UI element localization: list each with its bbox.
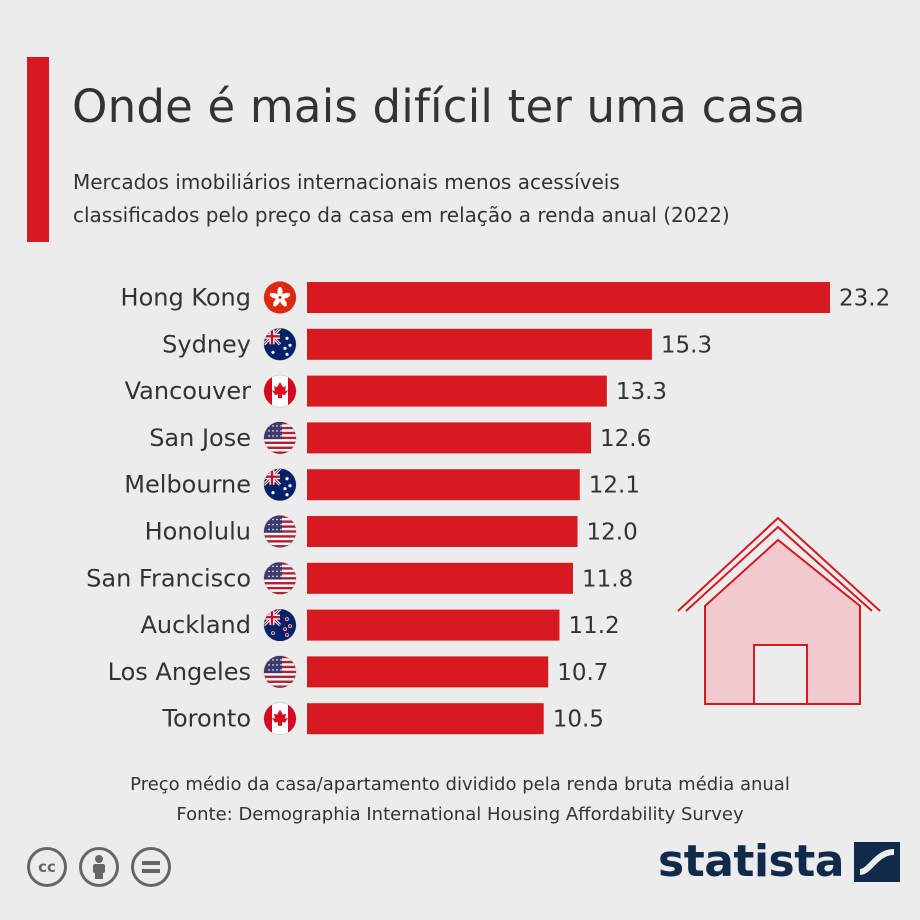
bar <box>307 562 574 594</box>
bar-row: Honolulu 12.0 <box>145 515 638 548</box>
category-label: San Francisco <box>86 564 251 592</box>
accent-bar <box>27 57 49 242</box>
chart-subtitle: Mercados imobiliários internacionais men… <box>73 166 893 232</box>
value-label: 13.3 <box>616 379 667 405</box>
value-label: 11.2 <box>568 613 619 639</box>
subtitle-line: Mercados imobiliários internacionais men… <box>73 170 620 194</box>
category-label: San Jose <box>149 424 251 452</box>
attribution-icon <box>79 847 119 887</box>
new-zealand-flag-icon <box>263 608 297 642</box>
value-label: 12.0 <box>587 520 638 546</box>
value-label: 15.3 <box>661 332 712 358</box>
brand-wordmark: statista <box>658 836 844 887</box>
australia-flag-icon <box>263 327 297 361</box>
bar <box>307 375 607 407</box>
bar <box>307 328 652 360</box>
usa-flag-icon <box>263 515 297 548</box>
bar <box>307 422 592 454</box>
cc-icon: cc <box>27 847 67 887</box>
usa-flag-icon <box>263 561 297 595</box>
no-derivatives-icon <box>131 847 171 887</box>
bar-row: Sydney 15.3 <box>162 327 712 361</box>
bar-row: Auckland 11.2 <box>140 608 620 642</box>
bar-row: Melbourne 12.1 <box>124 468 640 502</box>
value-label: 10.5 <box>553 707 604 733</box>
value-label: 12.6 <box>600 426 651 452</box>
bar <box>307 469 580 501</box>
category-label: Melbourne <box>124 471 251 499</box>
house-illustration <box>677 516 881 705</box>
category-label: Auckland <box>140 611 251 639</box>
category-label: Los Angeles <box>108 658 251 686</box>
bar-row: San Francisco 11.8 <box>86 561 633 595</box>
value-label: 11.8 <box>582 566 633 592</box>
bar <box>307 516 578 547</box>
statista-logo-icon <box>853 842 900 882</box>
canada-flag-icon <box>263 374 297 408</box>
bar-row: Toronto 10.5 <box>161 702 604 736</box>
value-label: 10.7 <box>557 660 608 686</box>
bar-row: Hong Kong 23.2 <box>121 281 890 314</box>
value-label: 23.2 <box>839 286 890 312</box>
category-label: Hong Kong <box>121 284 251 312</box>
australia-flag-icon <box>263 468 297 502</box>
footer-source: Fonte: Demographia International Housing… <box>176 804 744 825</box>
bar <box>307 703 544 735</box>
bar-row: San Jose 12.6 <box>149 421 651 455</box>
category-label: Toronto <box>161 705 251 733</box>
usa-flag-icon <box>263 421 297 455</box>
bar-row: Los Angeles 10.7 <box>108 655 608 689</box>
usa-flag-icon <box>263 655 297 689</box>
category-label: Honolulu <box>145 518 251 546</box>
chart-title: Onde é mais difícil ter uma casa <box>72 80 806 133</box>
canada-flag-icon <box>263 702 297 736</box>
bar <box>307 609 560 641</box>
hong-kong-flag-icon <box>263 281 297 314</box>
value-label: 12.1 <box>589 473 640 499</box>
category-label: Sydney <box>162 330 251 358</box>
footer-note: Preço médio da casa/apartamento dividido… <box>130 774 790 795</box>
bar <box>307 656 549 688</box>
category-label: Vancouver <box>125 377 252 405</box>
statista-logo[interactable]: statista <box>658 840 900 884</box>
bar-row: Vancouver 13.3 <box>125 374 667 408</box>
subtitle-line: classificados pelo preço da casa em rela… <box>73 203 730 227</box>
bar <box>307 282 830 313</box>
footer: Preço médio da casa/apartamento dividido… <box>0 770 920 830</box>
license-icons: cc <box>27 847 171 887</box>
